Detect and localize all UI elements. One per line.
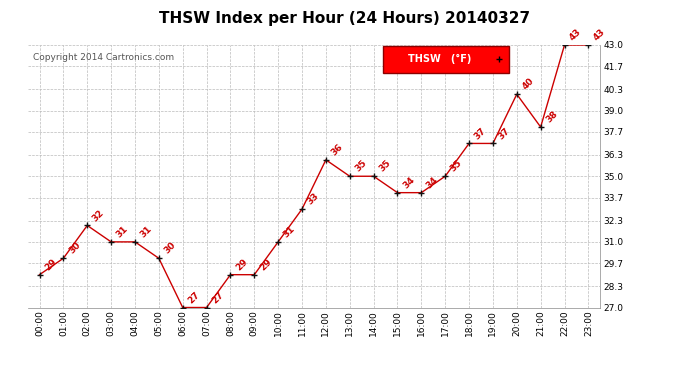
Text: Copyright 2014 Cartronics.com: Copyright 2014 Cartronics.com	[33, 53, 175, 62]
Text: 29: 29	[234, 257, 249, 272]
Text: 31: 31	[115, 224, 130, 239]
Text: 43: 43	[592, 27, 607, 42]
Text: 35: 35	[353, 159, 368, 174]
Text: 32: 32	[91, 208, 106, 223]
FancyBboxPatch shape	[383, 46, 509, 73]
Text: 27: 27	[186, 290, 201, 305]
Text: 38: 38	[544, 110, 560, 125]
Text: 35: 35	[377, 159, 393, 174]
Text: 30: 30	[67, 241, 82, 256]
Text: 37: 37	[473, 126, 488, 141]
Text: THSW Index per Hour (24 Hours) 20140327: THSW Index per Hour (24 Hours) 20140327	[159, 11, 531, 26]
Text: 43: 43	[568, 27, 583, 42]
Text: 34: 34	[401, 175, 416, 190]
Text: 35: 35	[448, 159, 464, 174]
Text: 31: 31	[282, 224, 297, 239]
Text: THSW   (°F): THSW (°F)	[408, 54, 471, 64]
Text: 40: 40	[520, 76, 535, 92]
Text: 37: 37	[497, 126, 512, 141]
Text: 34: 34	[425, 175, 440, 190]
Text: 29: 29	[43, 257, 59, 272]
Text: 30: 30	[162, 241, 177, 256]
Text: 36: 36	[329, 142, 345, 158]
Text: 29: 29	[258, 257, 273, 272]
Text: 27: 27	[210, 290, 226, 305]
Text: 31: 31	[139, 224, 154, 239]
Text: 33: 33	[306, 191, 321, 207]
